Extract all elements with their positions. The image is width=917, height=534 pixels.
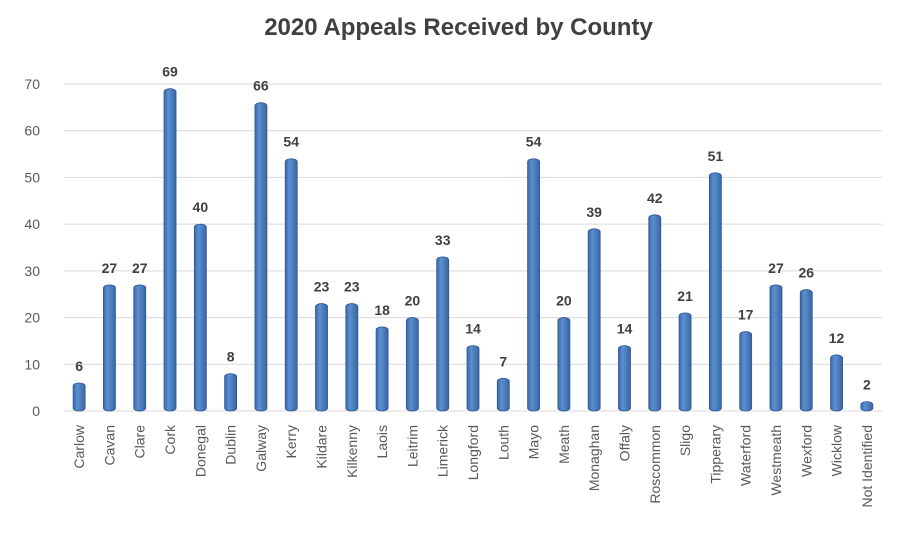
data-label: 33 bbox=[435, 232, 451, 248]
x-tick-label: Wicklow bbox=[829, 424, 845, 476]
data-label: 2 bbox=[863, 377, 871, 393]
y-tick-label: 40 bbox=[24, 216, 40, 232]
bar bbox=[618, 345, 631, 412]
x-tick-label: Longford bbox=[465, 425, 481, 480]
bar bbox=[739, 331, 753, 412]
data-label: 23 bbox=[344, 279, 360, 295]
bar bbox=[436, 256, 450, 412]
data-label: 14 bbox=[617, 321, 633, 337]
x-tick-label: Meath bbox=[556, 425, 572, 464]
bar bbox=[375, 326, 389, 412]
data-label: 14 bbox=[465, 321, 481, 337]
data-label: 18 bbox=[374, 302, 390, 318]
data-label: 6 bbox=[75, 358, 83, 374]
bar bbox=[163, 88, 177, 412]
x-tick-label: Leitrim bbox=[404, 425, 420, 467]
bar bbox=[224, 373, 238, 412]
x-tick-label: Tipperary bbox=[707, 425, 723, 484]
x-tick-label: Monaghan bbox=[586, 425, 602, 491]
x-tick-label: Roscommon bbox=[647, 425, 663, 504]
y-tick-label: 50 bbox=[24, 169, 40, 185]
x-tick-label: Cavan bbox=[101, 425, 117, 465]
data-label: 42 bbox=[647, 190, 663, 206]
data-label: 20 bbox=[405, 293, 421, 309]
y-axis-ticks: 0 10 20 30 40 50 60 70 bbox=[24, 76, 40, 419]
x-tick-label: Westmeath bbox=[768, 425, 784, 496]
y-tick-label: 10 bbox=[24, 356, 40, 372]
x-tick-label: Waterford bbox=[738, 425, 754, 486]
bar bbox=[133, 284, 147, 412]
x-axis-ticks: Carlow Cavan Clare Cork Donegal Dublin Galway K… bbox=[71, 424, 875, 507]
x-tick-label: Dublin bbox=[223, 425, 239, 465]
data-label: 23 bbox=[314, 279, 330, 295]
bars bbox=[72, 88, 874, 412]
data-label: 20 bbox=[556, 293, 572, 309]
x-tick-label: Offaly bbox=[616, 425, 632, 461]
x-tick-label: Laois bbox=[374, 425, 390, 458]
y-tick-label: 60 bbox=[24, 123, 40, 139]
data-label: 26 bbox=[798, 265, 814, 281]
x-tick-label: Wexford bbox=[798, 425, 814, 477]
y-tick-label: 30 bbox=[24, 263, 40, 279]
y-tick-label: 0 bbox=[32, 403, 40, 419]
x-tick-label: Limerick bbox=[435, 424, 451, 477]
data-label: 12 bbox=[829, 330, 845, 346]
data-label: 7 bbox=[499, 353, 507, 369]
bar bbox=[103, 284, 116, 412]
bar bbox=[678, 312, 692, 412]
x-tick-label: Carlow bbox=[71, 424, 87, 468]
data-label: 27 bbox=[768, 260, 784, 276]
bar bbox=[254, 102, 268, 412]
x-tick-label: Sligo bbox=[677, 425, 693, 456]
y-tick-label: 70 bbox=[24, 76, 40, 92]
bar bbox=[557, 317, 571, 412]
bar bbox=[193, 223, 207, 412]
bar bbox=[466, 345, 480, 412]
bar bbox=[496, 377, 510, 412]
data-label: 51 bbox=[708, 148, 724, 164]
bar bbox=[708, 172, 722, 412]
x-tick-label: Mayo bbox=[526, 425, 542, 459]
bar bbox=[799, 289, 813, 412]
data-labels: 6 27 27 69 40 8 66 54 23 23 18 20 33 14 7 54 20 39 14 42 21 5… bbox=[75, 64, 871, 393]
x-tick-label: Cork bbox=[162, 424, 178, 455]
bar bbox=[830, 354, 843, 412]
bar bbox=[284, 158, 298, 412]
data-label: 66 bbox=[253, 78, 269, 94]
x-tick-label: Kerry bbox=[283, 425, 299, 458]
data-label: 39 bbox=[586, 204, 602, 220]
y-tick-label: 20 bbox=[24, 310, 40, 326]
bar bbox=[527, 158, 540, 412]
data-label: 17 bbox=[738, 307, 754, 323]
data-label: 21 bbox=[677, 288, 693, 304]
bar bbox=[769, 284, 783, 412]
x-tick-label: Donegal bbox=[192, 425, 208, 477]
data-label: 27 bbox=[102, 260, 118, 276]
data-label: 27 bbox=[132, 260, 148, 276]
chart-title: 2020 Appeals Received by County bbox=[264, 14, 653, 41]
bar bbox=[648, 214, 662, 412]
bar bbox=[315, 303, 328, 412]
x-tick-label: Not Identified bbox=[859, 425, 875, 508]
data-label: 8 bbox=[227, 349, 235, 365]
bar bbox=[406, 317, 419, 412]
data-label: 69 bbox=[162, 64, 178, 80]
data-label: 40 bbox=[193, 199, 209, 215]
bar bbox=[345, 303, 359, 412]
bar bbox=[587, 228, 601, 412]
x-tick-label: Galway bbox=[253, 425, 269, 472]
x-tick-label: Kilkenny bbox=[344, 425, 360, 478]
data-label: 54 bbox=[526, 134, 542, 150]
x-tick-label: Louth bbox=[495, 425, 511, 460]
bar bbox=[860, 401, 874, 412]
x-tick-label: Clare bbox=[132, 425, 148, 459]
bar bbox=[72, 382, 86, 412]
x-tick-label: Kildare bbox=[314, 425, 330, 469]
data-label: 54 bbox=[283, 134, 299, 150]
